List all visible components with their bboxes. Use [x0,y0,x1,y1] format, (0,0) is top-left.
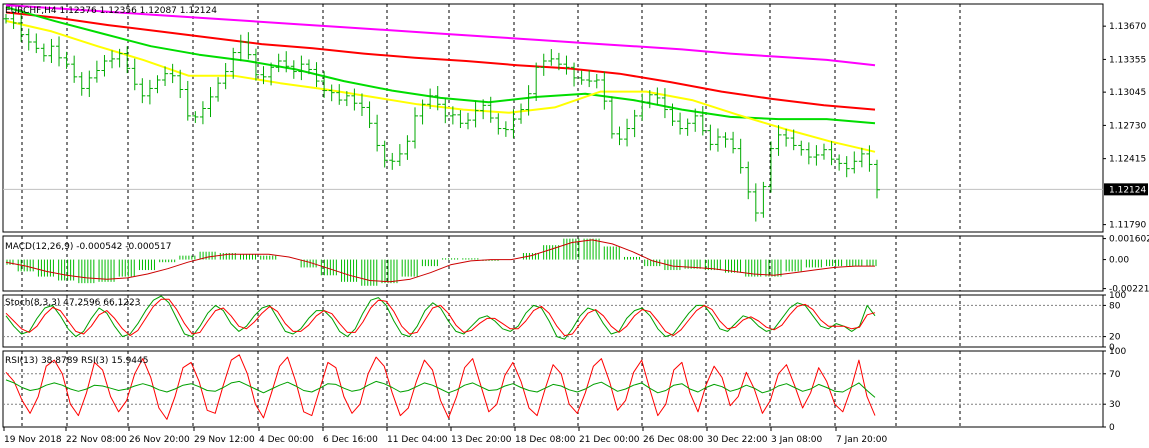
stoch-line [5,298,876,337]
moving-average-line [5,4,876,67]
moving-average-line [5,19,876,153]
time-tick-label: 22 Nov 08:00 [66,435,127,445]
stoch-line [5,295,876,340]
stoch-y-tick-label: 100 [1109,291,1126,301]
time-tick-label: 11 Dec 04:00 [387,435,448,445]
rsi-line [5,354,876,420]
rsi-frame [2,350,1104,428]
time-tick-label: 4 Dec 00:00 [259,435,314,445]
time-axis: 19 Nov 2018 22 Nov 08:00 26 Nov 20:00 29 No… [3,427,888,445]
time-tick-label: 29 Nov 12:00 [194,435,255,445]
price-y-tick-label: 1.13355 [1109,55,1146,65]
time-tick-label: 18 Dec 08:00 [515,435,576,445]
stoch-frame [2,294,1104,348]
macd-y-tick-label: 0.00 [1109,256,1129,266]
stochastic-panel-title: Stoch(8,3,3) 47.2596 66.1223 [5,298,140,308]
macd-y-tick-label: 0.001602 [1109,235,1149,245]
macd-panel-title: MACD(12,26,9) -0.000542 -0.000517 [5,242,171,252]
price-y-tick-label: 1.12415 [1109,155,1146,165]
price-y-tick-label: 1.13045 [1109,88,1146,98]
moving-average-line [5,6,876,125]
rsi-line [5,379,876,398]
price-y-tick-label: 1.11790 [1109,221,1146,231]
time-tick-label: 19 Nov 2018 [4,435,62,445]
rsi-panel-title: RSI(13) 38.8789 RSI(3) 15.9445 [5,356,148,366]
time-tick-label: 13 Dec 20:00 [451,435,512,445]
macd-signal-line [5,239,875,283]
current-price-tag [1104,183,1148,196]
time-tick-label: 6 Dec 16:00 [323,435,378,445]
time-tick-label: 3 Jan 08:00 [771,435,823,445]
price-frame [2,3,1104,233]
time-tick-label: 26 Dec 08:00 [643,435,704,445]
macd-y-tick-label: -0.002216 [1109,285,1149,295]
macd-panel: 0.001602 0.00 -0.002216 [2,235,1149,295]
price-y-tick-label: 1.13670 [1109,22,1146,32]
time-tick-label: 7 Jan 20:00 [836,435,888,445]
price-y-tick-label: 1.12730 [1109,121,1146,131]
time-tick-label: 21 Dec 00:00 [579,435,640,445]
price-panel: 1.13670 1.13355 1.13045 1.12730 1.12415 1.117… [2,3,1148,233]
time-tick-label: 26 Nov 20:00 [129,435,190,445]
stoch-y-tick-label: 80 [1109,301,1121,311]
rsi-y-tick-label: 100 [1109,347,1126,357]
rsi-y-tick-label: 70 [1109,370,1121,380]
stoch-y-tick-label: 20 [1109,333,1121,343]
rsi-y-tick-label: 0 [1109,423,1115,433]
rsi-panel: 100 70 30 0 [2,347,1126,433]
price-panel-title: EURCHF,H4 1.12376 1.12356 1.12087 1.1212… [5,6,217,16]
rsi-y-tick-label: 30 [1109,400,1121,410]
stoch-y-tick-label: 0 [1109,343,1115,353]
time-tick-label: 30 Dec 22:00 [707,435,768,445]
moving-average-line [5,11,876,111]
current-price-label: 1.12124 [1109,185,1146,195]
